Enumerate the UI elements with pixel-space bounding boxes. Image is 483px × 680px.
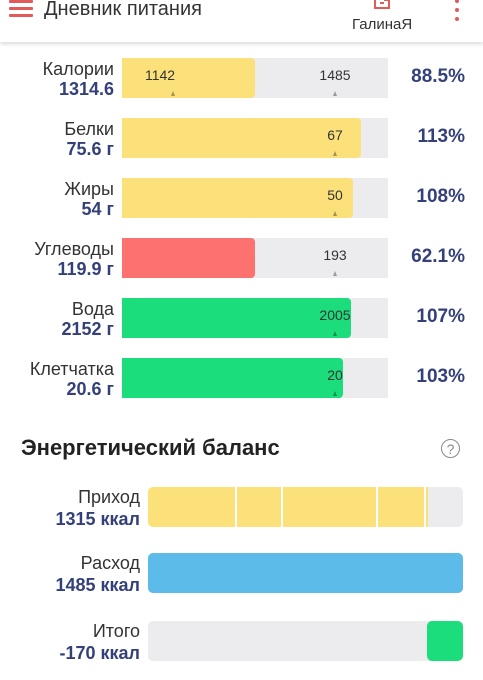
progress-fill [122, 118, 362, 158]
help-icon[interactable]: ? [441, 439, 460, 458]
nutrient-value: 2152 г [61, 319, 114, 339]
nutrient-label: Жиры [64, 179, 114, 199]
goal-marker [333, 271, 337, 276]
progress-fill [122, 298, 351, 338]
progress-fill [122, 58, 255, 98]
expense-bar [148, 553, 463, 593]
nutrient-label: Белки [64, 119, 114, 139]
expense-fill [148, 553, 463, 593]
nutrient-label: Клетчатка [29, 359, 114, 379]
progress-fill [122, 178, 354, 218]
percent-of-goal: 113% [417, 126, 465, 147]
user-name[interactable]: ГалинаЯ [352, 16, 413, 33]
nutrient-progress-bar: 50 [122, 178, 388, 218]
goal-label: 67 [327, 127, 343, 143]
goal-marker [333, 91, 337, 96]
meal-divider [376, 487, 378, 527]
goal-marker [333, 151, 337, 156]
progress-fill [122, 358, 343, 398]
goal-label: 1485 [319, 67, 351, 83]
progress-fill [122, 238, 255, 278]
percent-of-goal: 103% [416, 366, 465, 387]
goal-label: 2005 [319, 307, 351, 323]
goal-label: 20 [327, 367, 343, 383]
meal-divider [235, 487, 237, 527]
percent-of-goal: 108% [416, 186, 465, 207]
percent-of-goal: 88.5% [411, 66, 465, 87]
goal-marker [333, 331, 337, 336]
nutrient-label: Вода [71, 299, 114, 319]
energy-balance-title: Энергетический баланс [21, 435, 280, 460]
nutrient-progress-bar: 20 [122, 358, 388, 398]
nutrient-value: 75.6 г [66, 139, 114, 159]
balance-label: Расход [80, 553, 140, 573]
nutrient-progress-bar: 193 [122, 238, 388, 278]
intake-fill [148, 487, 429, 527]
intake-bar [148, 487, 463, 527]
goal-label: 50 [327, 187, 343, 203]
percent-of-goal: 62.1% [411, 246, 465, 267]
balance-value: -170 ккал [59, 643, 141, 663]
balance-label: Приход [78, 487, 140, 507]
hamburger-menu-icon[interactable] [9, 0, 35, 22]
current-marker [171, 91, 175, 96]
total-fill [427, 621, 463, 661]
percent-of-goal: 107% [416, 306, 465, 327]
more-vertical-icon[interactable] [452, 0, 462, 24]
goal-marker [333, 211, 337, 216]
nutrient-value: 1314.6 [58, 79, 114, 99]
nutrient-progress-bar: 67 [122, 118, 388, 158]
current-amount-label: 1142 [144, 67, 176, 83]
nutrient-value: 54 г [81, 199, 114, 219]
balance-value: 1485 ккал [55, 575, 140, 595]
balance-value: 1315 ккал [55, 509, 140, 529]
nutrient-label: Углеводы [34, 239, 114, 259]
user-icon[interactable] [372, 0, 392, 10]
goal-marker [333, 391, 337, 396]
goal-label: 193 [323, 247, 347, 263]
nutrient-progress-bar: 2005 [122, 298, 388, 338]
app-header: Дневник питания ГалинаЯ [0, 0, 483, 42]
nutrient-label: Калории [42, 59, 114, 79]
balance-label: Итого [92, 621, 140, 641]
nutrient-progress-bar: 1142 1485 [122, 58, 388, 98]
nutrient-value: 119.9 г [57, 259, 114, 279]
meal-divider [424, 487, 426, 527]
meal-divider [281, 487, 283, 527]
total-bar [148, 621, 463, 661]
page-title: Дневник питания [44, 0, 202, 20]
nutrient-value: 20.6 г [66, 379, 114, 399]
